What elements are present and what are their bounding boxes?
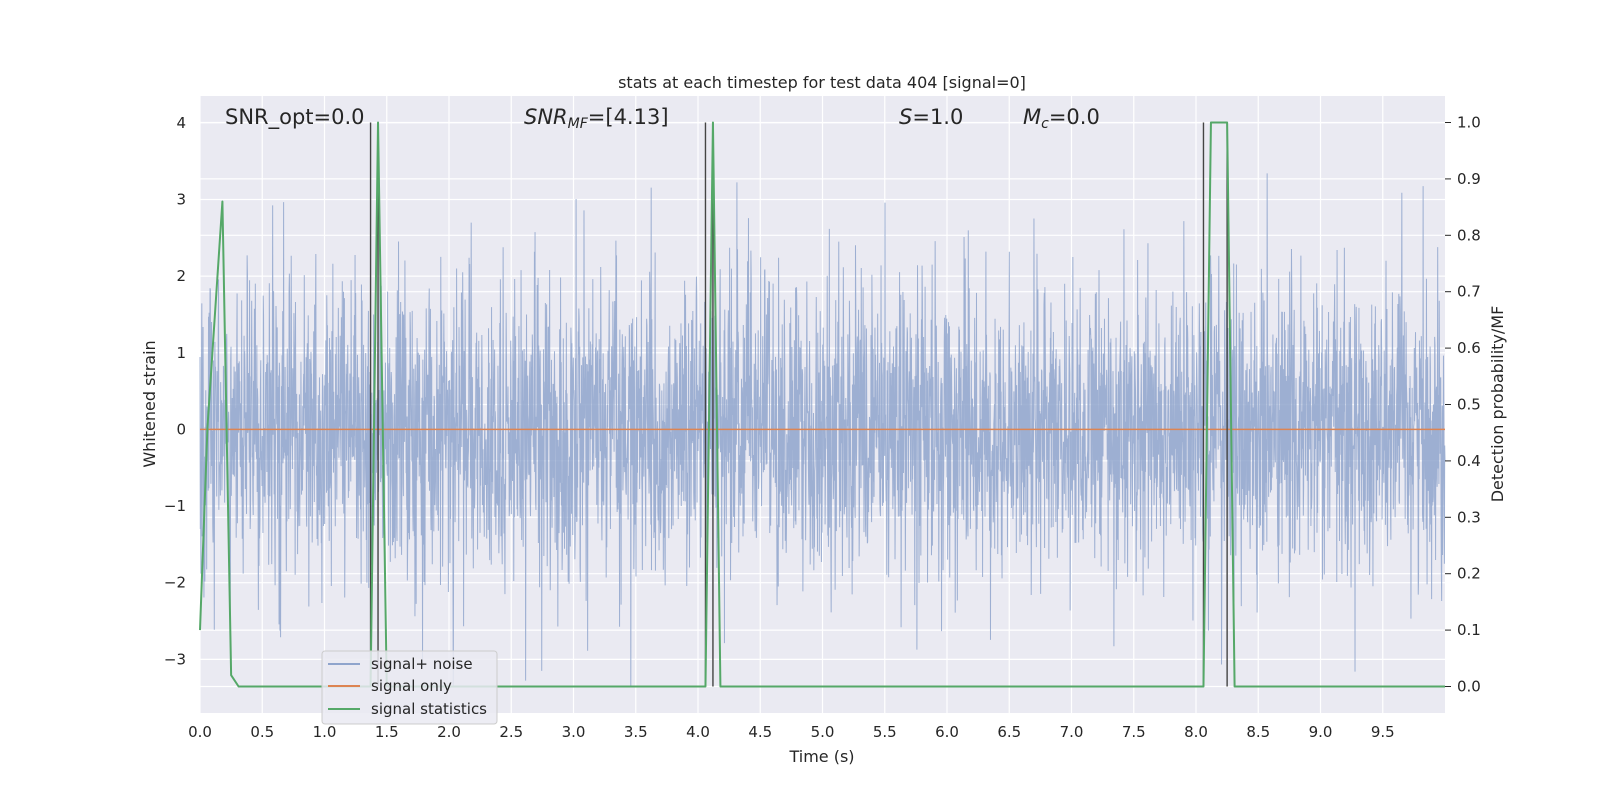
y-tick-label: 3 [176,190,186,208]
y2-tick-label: 0.9 [1457,170,1481,188]
annotation-s-main: S [899,105,912,129]
annotation-snr-mf: SNRMF=[4.13] [524,105,669,132]
axis-ticks: 0.0 0.5 1.0 1.5 2.0 2.5 3.0 3.5 4.0 4.5 5.0 5.5 6.0 6… [164,114,1481,741]
x-tick-label: 3.5 [624,723,648,741]
y2-tick-label: 0.6 [1457,339,1481,357]
annotation-mc: Mc=0.0 [1023,105,1100,132]
x-tick-label: 3.0 [562,723,586,741]
annotation-mc-value: =0.0 [1049,105,1100,129]
x-tick-label: 2.0 [437,723,461,741]
x-axis-label: Time (s) [788,747,854,766]
x-tick-label: 1.0 [313,723,337,741]
y-tick-label: −1 [164,497,186,515]
x-tick-label: 7.5 [1122,723,1146,741]
y2-tick-label: 0.0 [1457,677,1481,695]
x-tick-label: 0.5 [250,723,274,741]
series-signal-statistics [199,121,1445,688]
x-tick-label: 4.0 [686,723,710,741]
series-signal-noise [199,173,1446,687]
y-tick-label: −2 [164,574,186,592]
x-tick-label: 7.0 [1060,723,1084,741]
legend-label-signal-noise: signal+ noise [371,655,473,673]
annotation-snr-mf-sub: MF [568,116,589,132]
signal-noise-line [199,173,1446,687]
legend: signal+ noise signal only signal statist… [321,650,498,725]
legend-label-signal-statistics: signal statistics [371,700,487,718]
y2-axis-label: Detection probability/MF [1488,306,1507,503]
y2-tick-label: 0.5 [1457,396,1481,414]
y-tick-label: 2 [176,267,186,285]
y2-tick-label: 1.0 [1457,114,1481,132]
annotation-snr-opt: SNR_opt=0.0 [225,105,365,130]
x-tick-label: 6.5 [997,723,1021,741]
annotation-mc-sub: c [1041,116,1049,132]
x-tick-label: 8.5 [1246,723,1270,741]
x-tick-label: 1.5 [375,723,399,741]
x-tick-label: 0.0 [188,723,212,741]
x-tick-label: 6.0 [935,723,959,741]
x-tick-label: 4.5 [748,723,772,741]
legend-label-signal-only: signal only [371,677,452,695]
annotation-snr-mf-main: SNR [524,105,568,129]
x-tick-label: 9.0 [1309,723,1333,741]
y2-tick-label: 0.7 [1457,283,1481,301]
annotations: SNR_opt=0.0 SNRMF=[4.13] S=1.0 Mc=0.0 [225,105,1100,132]
annotation-s-value: =1.0 [912,105,963,129]
x-tick-label: 5.0 [811,723,835,741]
annotation-s: S=1.0 [899,105,963,129]
x-tick-label: 5.5 [873,723,897,741]
y-tick-label: 1 [176,344,186,362]
y-tick-label: −3 [164,650,186,668]
signal-statistics-line [199,121,1445,688]
x-tick-label: 2.5 [499,723,523,741]
vertical-markers [369,122,1228,687]
y-axis-label: Whitened strain [140,340,159,467]
x-tick-label: 8.0 [1184,723,1208,741]
chart-title: stats at each timestep for test data 404… [618,73,1026,92]
x-tick-label: 9.5 [1371,723,1395,741]
y-tick-label: 4 [176,114,186,132]
legend-box [321,650,498,725]
y2-tick-label: 0.4 [1457,452,1481,470]
y2-tick-label: 0.1 [1457,621,1481,639]
y2-tick-label: 0.2 [1457,565,1481,583]
y2-tick-label: 0.8 [1457,226,1481,244]
annotation-mc-main: M [1023,105,1041,129]
y-tick-label: 0 [176,420,186,438]
annotation-snr-mf-value: =[4.13] [588,105,669,129]
y2-tick-label: 0.3 [1457,508,1481,526]
